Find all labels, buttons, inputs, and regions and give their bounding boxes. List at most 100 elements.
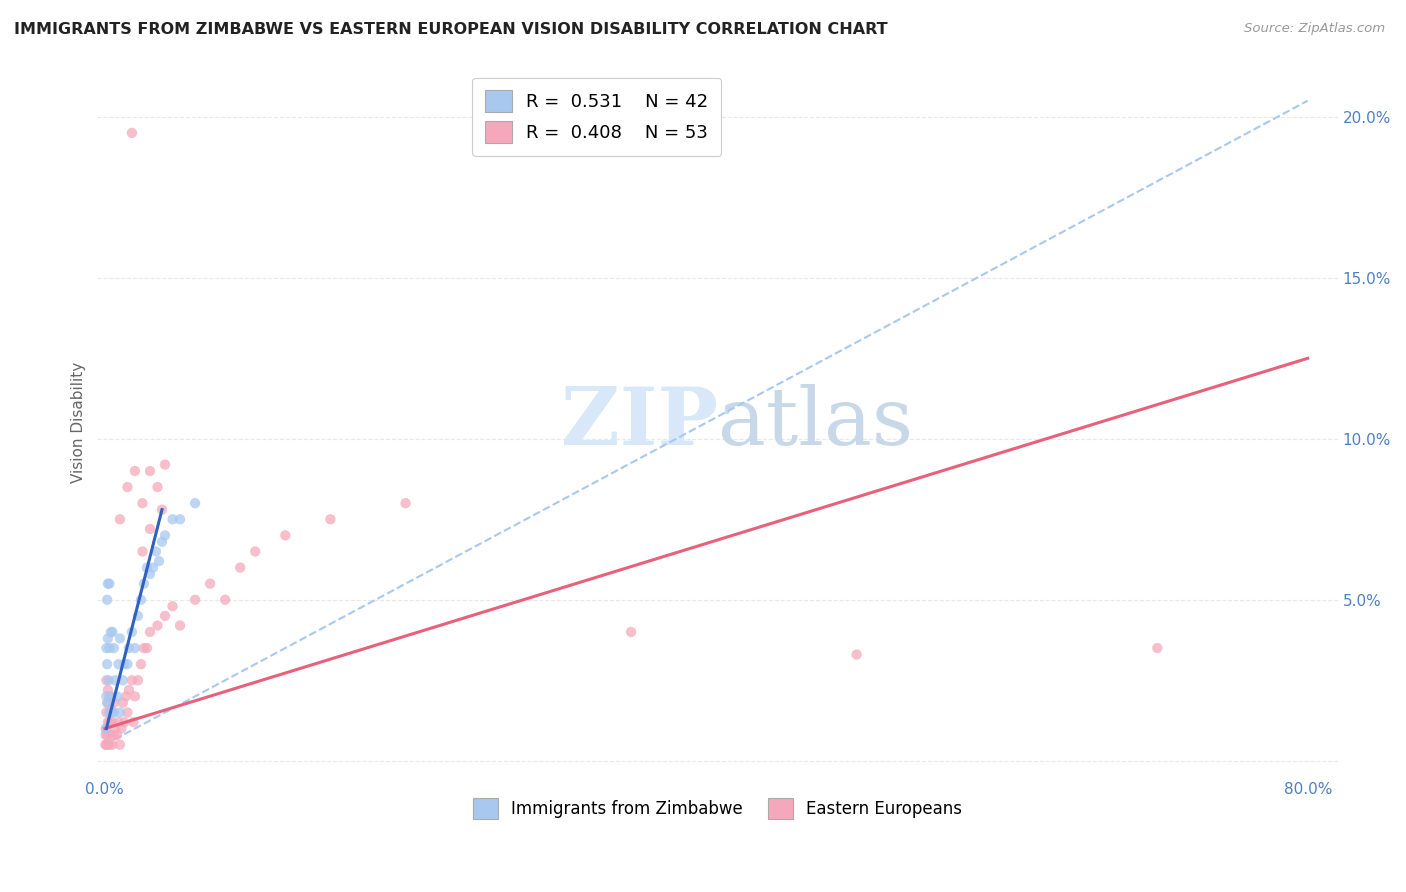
Point — [103, 706, 125, 720]
Point — [129, 592, 152, 607]
Point — [103, 696, 125, 710]
Point — [139, 624, 162, 639]
Point — [118, 641, 141, 656]
Point — [245, 544, 267, 558]
Point — [98, 706, 121, 720]
Point — [394, 496, 416, 510]
Point — [96, 696, 118, 710]
Point — [146, 480, 169, 494]
Point — [96, 641, 118, 656]
Text: atlas: atlas — [717, 384, 912, 462]
Point — [108, 632, 131, 646]
Point — [153, 528, 176, 542]
Point — [104, 673, 127, 688]
Point — [98, 738, 121, 752]
Point — [124, 690, 146, 704]
Text: IMMIGRANTS FROM ZIMBABWE VS EASTERN EUROPEAN VISION DISABILITY CORRELATION CHART: IMMIGRANTS FROM ZIMBABWE VS EASTERN EURO… — [14, 22, 887, 37]
Point — [139, 464, 162, 478]
Point — [98, 576, 121, 591]
Point — [96, 738, 118, 752]
Point — [105, 690, 128, 704]
Point — [97, 682, 120, 697]
Point — [94, 738, 117, 752]
Text: ZIP: ZIP — [561, 384, 717, 462]
Point — [110, 722, 132, 736]
Point — [100, 624, 122, 639]
Point — [148, 554, 170, 568]
Point — [96, 673, 118, 688]
Point — [115, 690, 138, 704]
Point — [131, 496, 153, 510]
Point — [101, 738, 124, 752]
Point — [107, 657, 129, 672]
Point — [118, 682, 141, 697]
Point — [96, 657, 118, 672]
Legend: Immigrants from Zimbabwe, Eastern Europeans: Immigrants from Zimbabwe, Eastern Europe… — [467, 791, 969, 825]
Point — [112, 715, 135, 730]
Point — [150, 502, 173, 516]
Point — [98, 641, 121, 656]
Point — [132, 641, 155, 656]
Point — [98, 690, 121, 704]
Point — [117, 657, 139, 672]
Point — [274, 528, 297, 542]
Point — [108, 706, 131, 720]
Point — [620, 624, 643, 639]
Point — [97, 673, 120, 688]
Point — [121, 673, 143, 688]
Y-axis label: Vision Disability: Vision Disability — [72, 362, 86, 483]
Point — [107, 715, 129, 730]
Point — [108, 512, 131, 526]
Point — [103, 641, 125, 656]
Point — [100, 728, 122, 742]
Point — [127, 608, 149, 623]
Point — [94, 728, 117, 742]
Point — [142, 560, 165, 574]
Point — [97, 632, 120, 646]
Point — [845, 648, 868, 662]
Point — [111, 696, 134, 710]
Point — [139, 567, 162, 582]
Point — [153, 458, 176, 472]
Text: Source: ZipAtlas.com: Source: ZipAtlas.com — [1244, 22, 1385, 36]
Point — [127, 673, 149, 688]
Point — [97, 738, 120, 752]
Point — [121, 126, 143, 140]
Point — [101, 715, 124, 730]
Point — [198, 576, 221, 591]
Point — [122, 715, 145, 730]
Point — [229, 560, 252, 574]
Point — [97, 576, 120, 591]
Point — [319, 512, 342, 526]
Point — [136, 560, 159, 574]
Point — [105, 728, 128, 742]
Point — [162, 599, 184, 614]
Point — [101, 706, 124, 720]
Point — [94, 722, 117, 736]
Point — [96, 728, 118, 742]
Point — [100, 690, 122, 704]
Point — [169, 512, 191, 526]
Point — [129, 657, 152, 672]
Point — [96, 592, 118, 607]
Point — [100, 702, 122, 716]
Point — [112, 657, 135, 672]
Point — [96, 690, 118, 704]
Point — [214, 592, 236, 607]
Point — [184, 496, 207, 510]
Point — [98, 715, 121, 730]
Point — [136, 641, 159, 656]
Point — [117, 480, 139, 494]
Point — [97, 715, 120, 730]
Point — [117, 706, 139, 720]
Point — [150, 534, 173, 549]
Point — [103, 728, 125, 742]
Point — [104, 722, 127, 736]
Point — [139, 522, 162, 536]
Point — [1146, 641, 1168, 656]
Point — [108, 738, 131, 752]
Point — [94, 722, 117, 736]
Point — [124, 641, 146, 656]
Point — [124, 464, 146, 478]
Point — [153, 608, 176, 623]
